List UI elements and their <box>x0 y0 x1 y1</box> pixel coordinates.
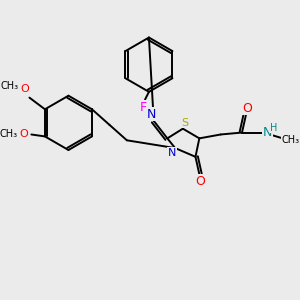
Text: S: S <box>181 118 188 128</box>
Text: O: O <box>19 130 28 140</box>
Text: CH₃: CH₃ <box>0 130 18 140</box>
Text: CH₃: CH₃ <box>1 81 19 91</box>
Text: O: O <box>195 175 205 188</box>
Text: N: N <box>147 108 157 121</box>
Text: O: O <box>20 84 29 94</box>
Text: CH₃: CH₃ <box>281 135 300 145</box>
Text: N: N <box>168 148 176 158</box>
Text: H: H <box>270 123 278 133</box>
Text: O: O <box>242 102 252 115</box>
Text: N: N <box>262 126 272 139</box>
Text: F: F <box>140 101 147 114</box>
